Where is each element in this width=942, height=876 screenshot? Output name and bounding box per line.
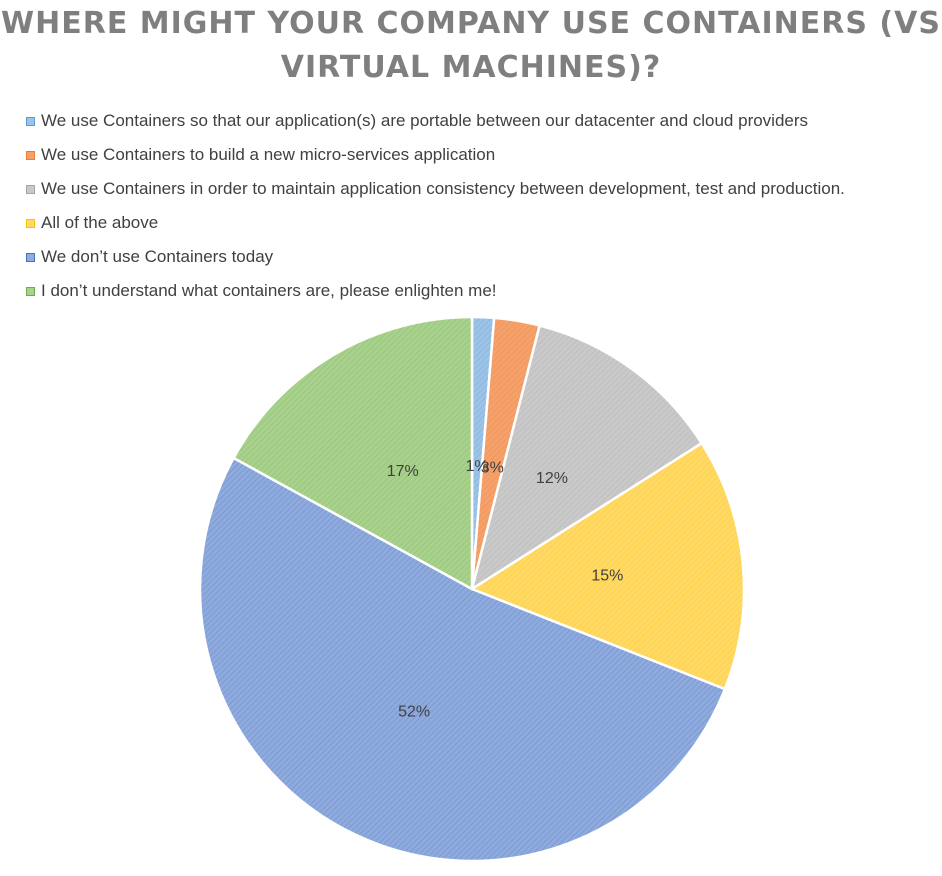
data-label: 17% xyxy=(387,463,419,480)
legend-swatch xyxy=(26,184,35,194)
legend-label: We don’t use Containers today xyxy=(41,247,274,266)
legend-label: All of the above xyxy=(41,213,159,232)
legend-swatch xyxy=(26,150,35,160)
data-label: 52% xyxy=(398,703,430,720)
legend-swatch xyxy=(26,252,35,262)
slice-no-containers xyxy=(198,456,727,863)
pie-slices xyxy=(198,315,746,863)
legend-label: We use Containers so that our applicatio… xyxy=(41,111,809,130)
pie-chart: 1%3% 12% 15% 52% 17% xyxy=(198,315,746,863)
slice-dont-understand xyxy=(231,315,474,592)
legend-item: We use Containers to build a new micro-s… xyxy=(26,138,936,172)
pie-data-labels: 1%3% 12% 15% 52% 17% xyxy=(387,458,624,720)
legend-swatch xyxy=(26,286,35,296)
legend: We use Containers so that our applicatio… xyxy=(26,104,936,308)
data-label: 3% xyxy=(481,460,504,477)
legend-item: We use Containers in order to maintain a… xyxy=(26,172,936,206)
slice-all-of-the-above xyxy=(469,441,746,691)
legend-item: We don’t use Containers today xyxy=(26,240,936,274)
data-label: 12% xyxy=(536,470,568,487)
legend-label: I don’t understand what containers are, … xyxy=(41,281,497,300)
data-label: 15% xyxy=(591,567,623,584)
legend-swatch xyxy=(26,218,35,228)
legend-label: We use Containers in order to maintain a… xyxy=(41,179,845,198)
legend-item: I don’t understand what containers are, … xyxy=(26,274,936,308)
legend-item: We use Containers so that our applicatio… xyxy=(26,104,936,138)
slice-consistency xyxy=(470,324,704,592)
legend-swatch xyxy=(26,116,35,126)
data-label: 1% xyxy=(465,458,488,475)
chart-title: WHERE MIGHT YOUR COMPANY USE CONTAINERS … xyxy=(1,6,941,85)
legend-item: All of the above xyxy=(26,206,936,240)
legend-label: We use Containers to build a new micro-s… xyxy=(41,145,496,164)
